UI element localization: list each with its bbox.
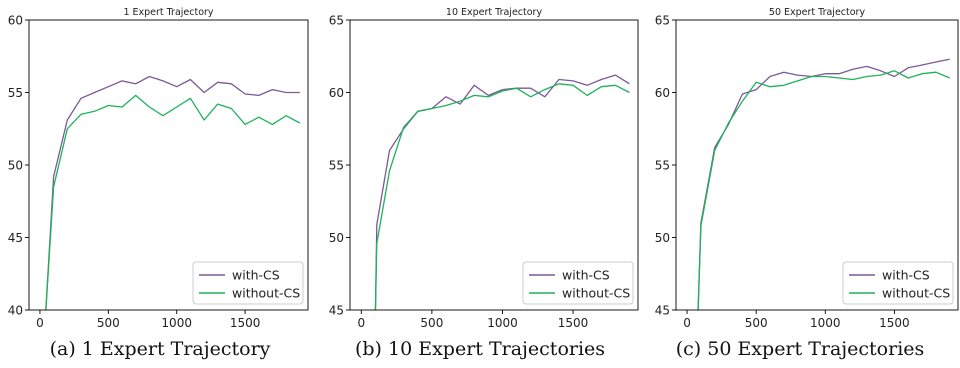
y-tick-label: 45 xyxy=(329,304,344,318)
series-line-with-cs xyxy=(374,74,630,310)
x-tick-label: 1500 xyxy=(879,316,910,330)
caption-a: (a) 1 Expert Trajectory xyxy=(49,338,271,360)
x-tick-label: 1000 xyxy=(810,316,841,330)
x-tick-label: 1500 xyxy=(230,316,261,330)
legend-label-with-cs: with-CS xyxy=(562,268,610,283)
y-tick-label: 55 xyxy=(329,159,344,173)
x-tick-label: 0 xyxy=(683,316,691,330)
legend-label-without-cs: without-CS xyxy=(882,286,950,301)
legend-label-with-cs: with-CS xyxy=(232,268,280,283)
y-tick-label: 50 xyxy=(655,231,670,245)
legend: with-CS without-CS xyxy=(192,261,304,305)
y-tick-label: 45 xyxy=(655,304,670,318)
x-tick-label: 1000 xyxy=(487,316,518,330)
legend-label-without-cs: without-CS xyxy=(232,286,300,301)
chart-panel-1: 0 500 1000 1500 40 45 50 55 60 1 Expert Trajector… xyxy=(8,7,309,330)
caption-c: (c) 50 Expert Trajectories xyxy=(675,338,925,360)
legend-label-with-cs: with-CS xyxy=(882,268,930,283)
x-tick-label: 500 xyxy=(97,316,120,330)
x-tick-label: 0 xyxy=(36,316,44,330)
chart-panel-2: 0 500 1000 1500 45 50 55 60 65 10 Expert Trajecto… xyxy=(329,7,639,330)
y-tick-label: 55 xyxy=(655,159,670,173)
y-tick-label: 50 xyxy=(8,159,23,173)
chart-panel-3: 0 500 1000 1500 45 50 55 60 65 50 Expert Trajecto… xyxy=(655,7,959,330)
y-tick-label: 55 xyxy=(8,86,23,100)
series-line-with-cs xyxy=(45,75,300,310)
x-tick-label: 1500 xyxy=(558,316,589,330)
y-tick-label: 60 xyxy=(655,86,670,100)
series-line-without-cs xyxy=(697,70,950,310)
y-tick-label: 60 xyxy=(8,14,23,28)
y-tick-label: 40 xyxy=(8,304,23,318)
caption-b: (b) 10 Expert Trajectories xyxy=(354,338,606,360)
series-line-without-cs xyxy=(374,83,630,310)
panel-title: 1 Expert Trajectory xyxy=(123,7,213,18)
legend: with-CS without-CS xyxy=(842,261,954,305)
y-tick-label: 65 xyxy=(655,14,670,28)
y-tick-label: 45 xyxy=(8,231,23,245)
legend-label-without-cs: without-CS xyxy=(562,286,630,301)
x-tick-label: 1000 xyxy=(161,316,192,330)
y-tick-label: 50 xyxy=(329,231,344,245)
x-tick-label: 500 xyxy=(745,316,768,330)
panel-title: 10 Expert Trajectory xyxy=(446,7,543,18)
legend: with-CS without-CS xyxy=(522,261,634,305)
y-tick-label: 65 xyxy=(329,14,344,28)
series-line-without-cs xyxy=(45,94,301,310)
y-tick-label: 60 xyxy=(329,86,344,100)
x-tick-label: 500 xyxy=(420,316,443,330)
panel-title: 50 Expert Trajectory xyxy=(769,7,866,18)
x-tick-label: 0 xyxy=(357,316,365,330)
